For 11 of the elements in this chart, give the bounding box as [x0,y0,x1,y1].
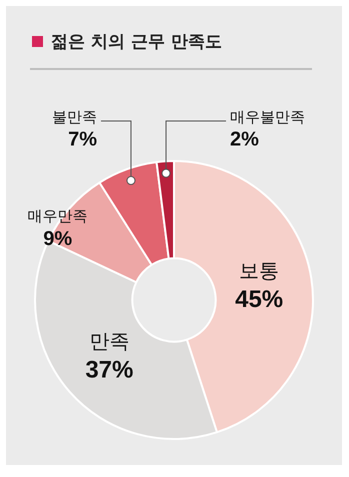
data-label: 9% [43,228,72,250]
data-label: 37% [85,356,134,384]
slice-label: 매우불만족 [230,108,306,126]
slice-label: 만족 [89,329,130,354]
slice-label: 보통 [239,258,280,283]
data-label: 45% [235,286,284,314]
chart-title: 젊은 치의 근무 만족도 [51,31,222,53]
slice-label: 매우만족 [28,207,88,226]
data-label: 7% [68,128,98,151]
slice-label: 불만족 [52,108,97,126]
data-label: 2% [230,128,260,151]
